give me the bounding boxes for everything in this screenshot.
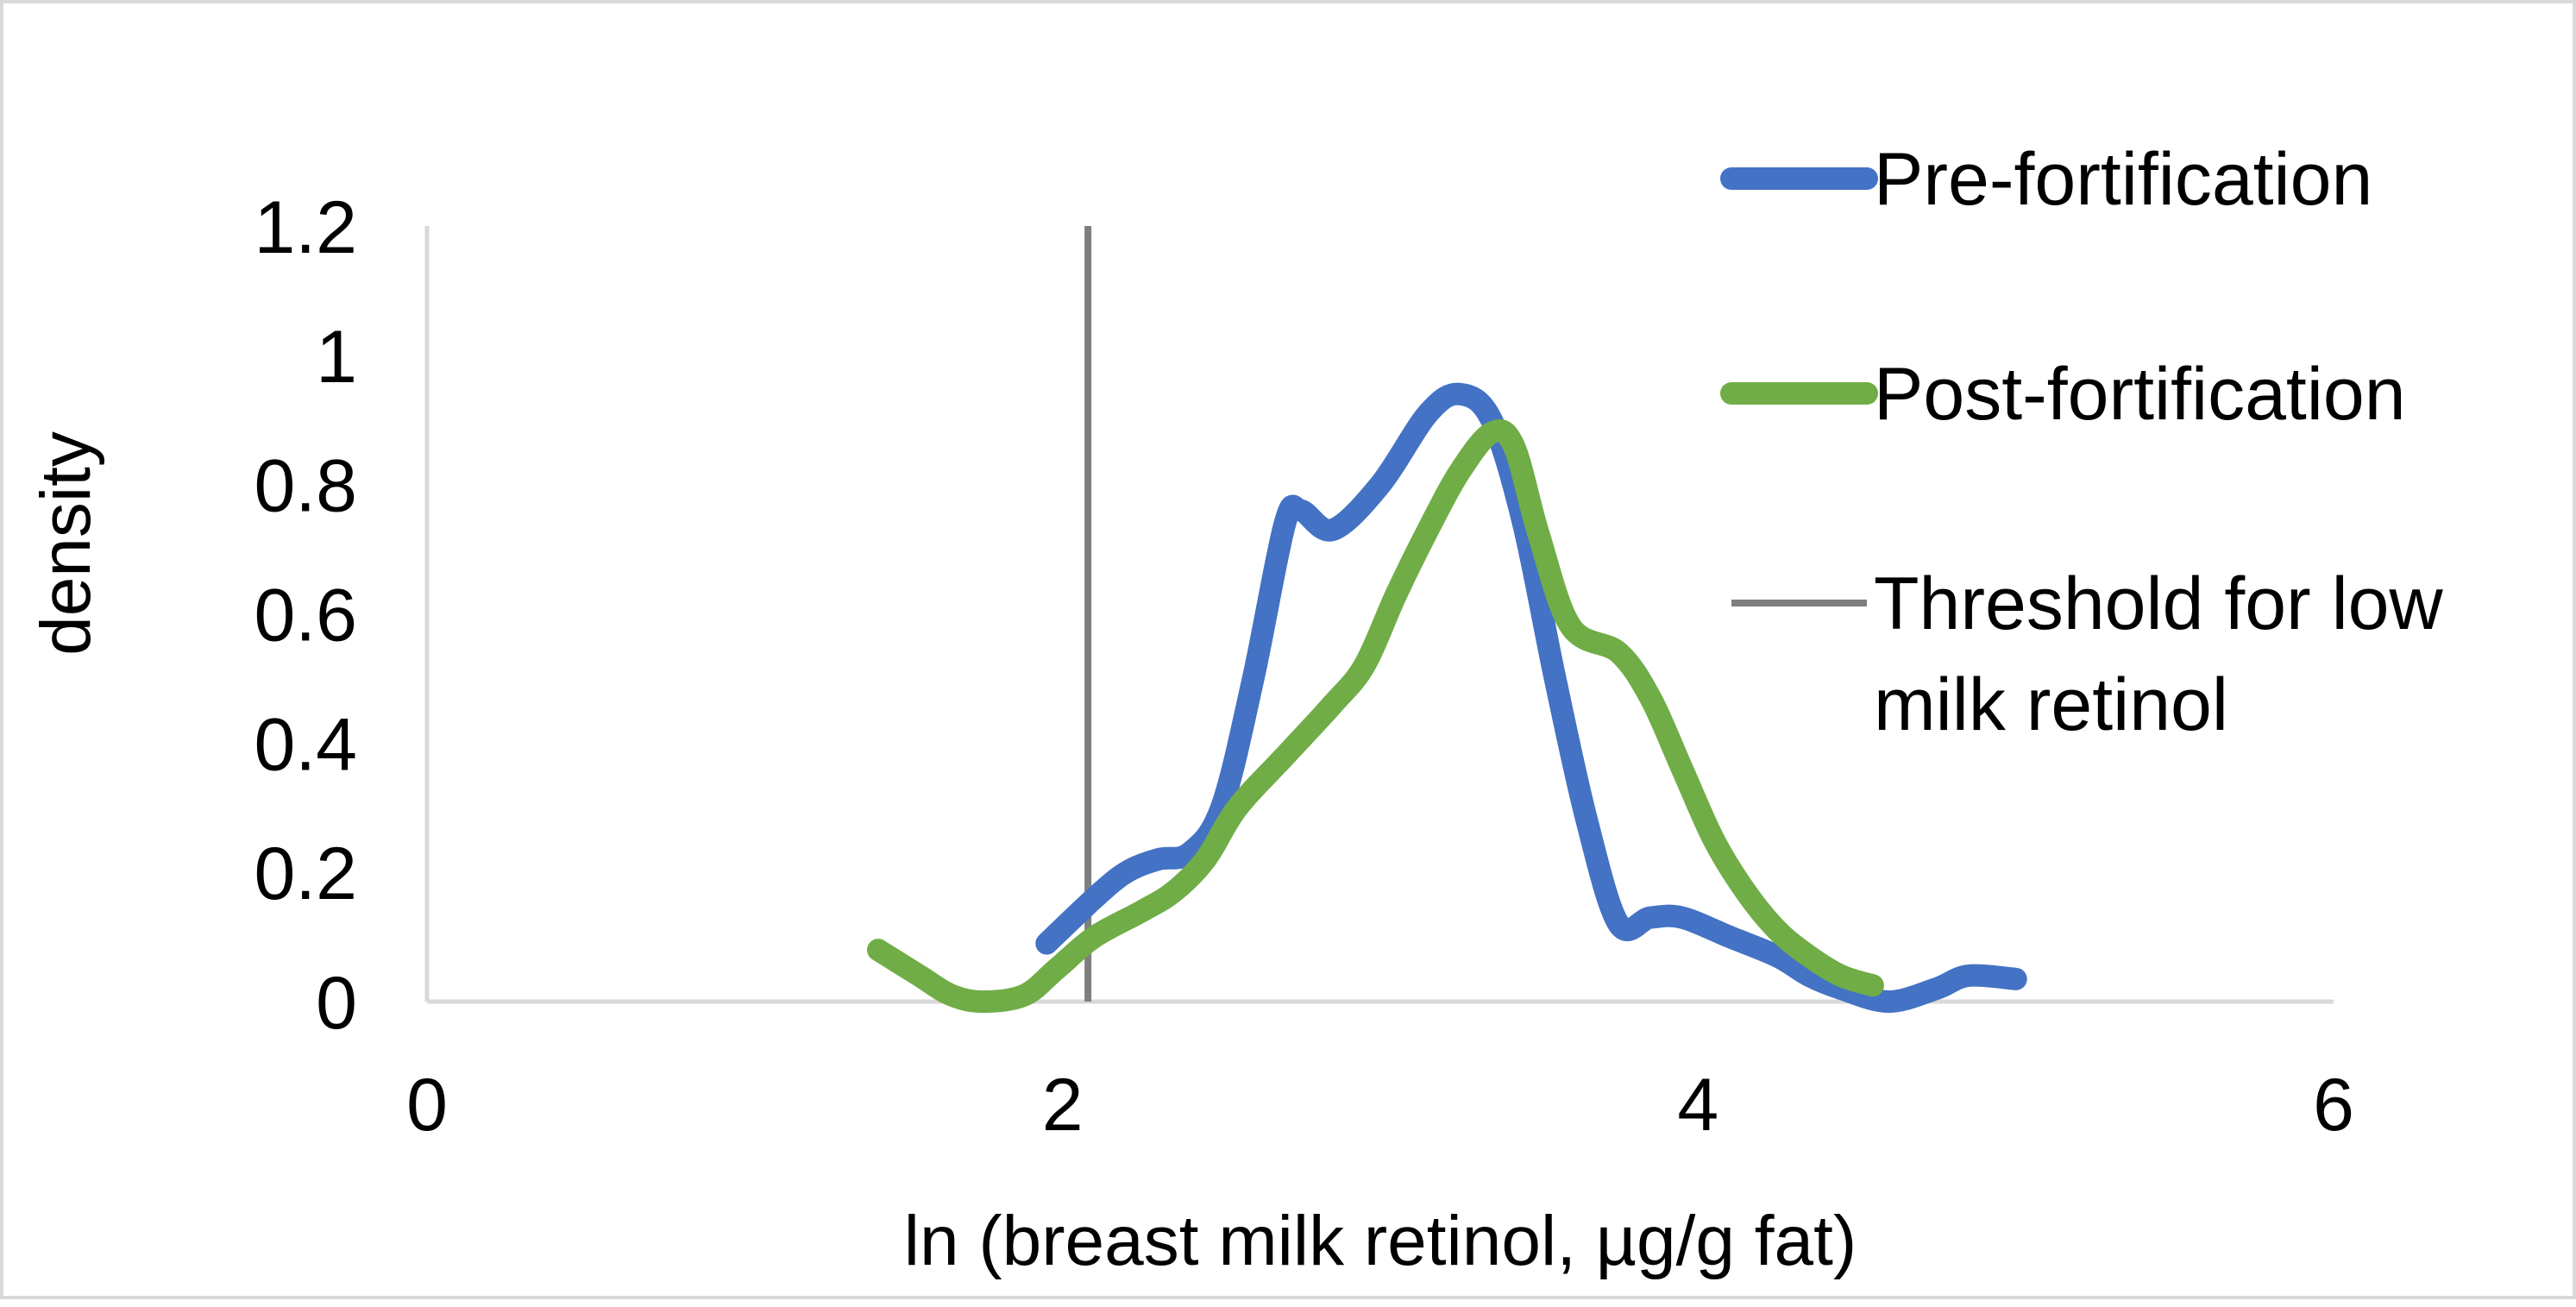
legend: Pre-fortification Post-fortification Thr… [1720, 138, 2444, 746]
series-line-pre-fortification [1035, 382, 2027, 1013]
x-tick-label: 4 [1677, 1064, 1718, 1147]
x-tick-label: 0 [406, 1064, 448, 1147]
density-chart: 0 2 4 6 0 0.2 0.4 0.6 0.8 1 1.2 ln (breast milk r… [27, 138, 2444, 1280]
x-tick-labels: 0 2 4 6 [406, 1064, 2354, 1147]
legend-label-threshold-line1: Threshold for low [1874, 562, 2444, 645]
y-tick-label: 1.2 [254, 186, 357, 269]
series-line-post-fortification [867, 418, 1884, 1013]
y-tick-label: 0.6 [254, 575, 357, 657]
x-tick-label: 2 [1042, 1064, 1084, 1147]
x-axis-title: ln (breast milk retinol, µg/g fat) [904, 1202, 1857, 1280]
y-tick-label: 0.4 [254, 703, 357, 786]
y-tick-label: 1 [316, 316, 357, 399]
x-tick-label: 6 [2313, 1064, 2354, 1147]
y-axis-title: density [27, 431, 105, 656]
y-tick-label: 0.8 [254, 445, 357, 528]
y-tick-label: 0 [316, 962, 357, 1045]
series-layer [867, 382, 2027, 1013]
y-tick-label: 0.2 [254, 833, 357, 915]
legend-label-pre-fortification: Pre-fortification [1874, 138, 2372, 221]
legend-label-post-fortification: Post-fortification [1874, 353, 2406, 436]
y-tick-labels: 0 0.2 0.4 0.6 0.8 1 1.2 [254, 186, 357, 1045]
legend-label-threshold-line2: milk retinol [1874, 663, 2228, 746]
